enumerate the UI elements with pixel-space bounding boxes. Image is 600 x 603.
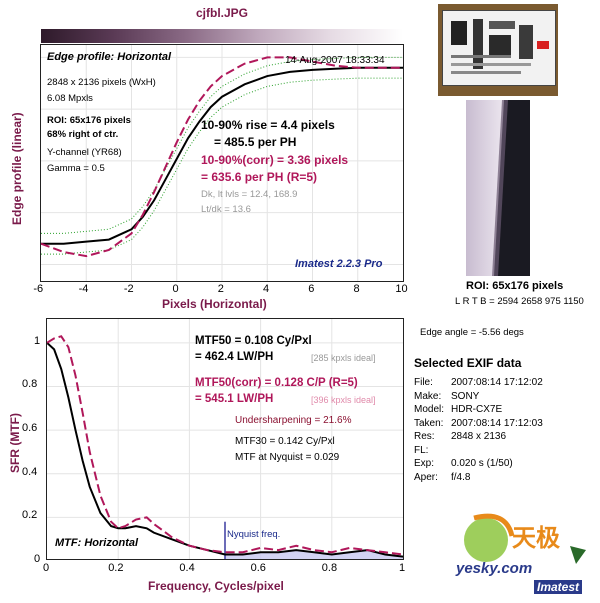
roi-caption: ROI: 65x176 pixels bbox=[466, 280, 564, 292]
exif-key: File: bbox=[414, 377, 433, 388]
logo-url: yesky.com bbox=[456, 560, 533, 577]
ideal-285: [285 kpxls ideal] bbox=[311, 353, 376, 363]
mtf-nyquist: MTF at Nyquist = 0.029 bbox=[235, 452, 340, 463]
mtf30: MTF30 = 0.142 Cy/Pxl bbox=[235, 436, 335, 447]
roi-lrtb: L R T B = 2594 2658 975 1150 bbox=[455, 296, 584, 307]
exif-row: Make: SONY bbox=[414, 391, 479, 402]
edge-gamma: Gamma = 0.5 bbox=[47, 163, 105, 174]
edge-gradient-bar bbox=[41, 29, 403, 43]
mtf-ytick-label: 0.8 bbox=[22, 378, 38, 391]
exif-key: Aper: bbox=[414, 471, 438, 483]
test-chart-card bbox=[442, 10, 556, 86]
exif-key: Res: bbox=[414, 431, 435, 442]
edge-xtick-label: -2 bbox=[123, 283, 134, 295]
exif-row: File: 2007:08:14 17:12:02 bbox=[414, 377, 543, 388]
mtf-heading: MTF: Horizontal bbox=[55, 537, 139, 549]
edge-channel: Y-channel (YR68) bbox=[47, 147, 122, 158]
edge-heading: Edge profile: Horizontal bbox=[47, 51, 172, 63]
edge-xtick-label: 0 bbox=[172, 283, 179, 295]
exif-row: Exp: 0.020 s (1/50) bbox=[414, 458, 513, 469]
edge-info-mpxls: 6.08 Mpxls bbox=[47, 93, 93, 104]
exif-row: Res: 2848 x 2136 bbox=[414, 431, 506, 442]
edge-xtick-label: -4 bbox=[78, 283, 89, 295]
mtf50: MTF50 = 0.108 Cy/Pxl bbox=[195, 335, 312, 347]
exif-row: Aper: f/4.8 bbox=[414, 472, 470, 483]
mtf-xlabel: Frequency, Cycles/pixel bbox=[148, 579, 284, 593]
exif-key: Make: bbox=[414, 390, 442, 402]
exif-value: 2007:08:14 17:12:02 bbox=[451, 377, 543, 388]
exif-title: Selected EXIF data bbox=[414, 356, 522, 370]
edge-corr: 10-90%(corr) = 3.36 pixels bbox=[201, 153, 349, 167]
edge-xtick-label: 4 bbox=[262, 283, 270, 295]
mtf-xtick-label: 1 bbox=[399, 562, 406, 574]
edge-levels: Dk, lt lvls = 12.4, 168.9 bbox=[201, 189, 298, 200]
edge-info-size: 2848 x 2136 pixels (WxH) bbox=[47, 77, 156, 88]
exif-row: Model: HDR-CX7E bbox=[414, 404, 502, 415]
exif-value: 2007:08:14 17:12:03 bbox=[451, 417, 543, 429]
ideal-396: [396 kpxls ideal] bbox=[311, 395, 376, 405]
imatest-version: Imatest 2.2.3 Pro bbox=[295, 258, 383, 270]
mtf-ytick-label: 0.4 bbox=[22, 465, 38, 478]
mtf-ytick-label: 1 bbox=[34, 334, 41, 347]
exif-value: f/4.8 bbox=[451, 471, 471, 483]
edge-timestamp: 14-Aug-2007 18:33:34 bbox=[285, 55, 385, 66]
file-title: cjfbl.JPG bbox=[196, 6, 249, 20]
exif-key: FL: bbox=[414, 444, 429, 456]
mtf-xtick-label: 0.6 bbox=[250, 562, 266, 574]
edge-profile-line bbox=[41, 66, 403, 245]
edge-xtick-label: 2 bbox=[217, 283, 224, 295]
edge-xlabel: Pixels (Horizontal) bbox=[162, 297, 267, 311]
exif-key: Model: bbox=[414, 404, 445, 415]
yesky-watermark: 天极 yesky.com Imatest bbox=[446, 500, 596, 598]
exif-value: 0.020 s (1/50) bbox=[451, 458, 513, 469]
logo-imatest: Imatest bbox=[534, 580, 583, 594]
edge-ltdk: Lt/dk = 13.6 bbox=[201, 204, 251, 215]
mtf50-corr-lw: = 545.1 LW/PH bbox=[195, 393, 274, 405]
edge-chart-svg bbox=[41, 45, 403, 281]
mtf-xtick-label: 0.8 bbox=[321, 562, 338, 574]
edge-plot: Edge profile: Horizontal 14-Aug-2007 18:… bbox=[40, 44, 404, 282]
mtf-ytick-label: 0.2 bbox=[22, 509, 38, 522]
mtf50-corr: MTF50(corr) = 0.128 C/P (R=5) bbox=[195, 377, 358, 389]
exif-value: 2848 x 2136 bbox=[451, 431, 507, 442]
mtf-chart-svg bbox=[47, 319, 403, 559]
exif-key: Taken: bbox=[414, 417, 444, 429]
logo-chinese: 天极 bbox=[512, 525, 560, 552]
mtf-xtick-label: 0.2 bbox=[108, 562, 124, 574]
roi-crop-image bbox=[466, 100, 530, 276]
mtf-xtick-label: 0.4 bbox=[179, 562, 195, 574]
edge-angle: Edge angle = -5.56 degs bbox=[420, 327, 524, 338]
mtf-ylabel: SFR (MTF) bbox=[8, 413, 22, 473]
mtf-ytick-label: 0.6 bbox=[22, 422, 38, 435]
edge-rise-ph: = 485.5 per PH bbox=[214, 135, 297, 149]
exif-row: Taken: 2007:08:14 17:12:03 bbox=[414, 418, 543, 429]
undersharpening: Undersharpening = 21.6% bbox=[235, 415, 352, 426]
mtf-xtick-label: 0 bbox=[43, 562, 50, 574]
exif-value: SONY bbox=[451, 390, 480, 402]
exif-value: HDR-CX7E bbox=[451, 404, 503, 415]
edge-xtick-label: 6 bbox=[308, 283, 315, 295]
mtf50-lw: = 462.4 LW/PH bbox=[195, 351, 274, 363]
mtf-plot: MTF50 = 0.108 Cy/Pxl = 462.4 LW/PH [285 … bbox=[46, 318, 404, 560]
exif-row: FL: bbox=[414, 445, 451, 456]
mtf-line bbox=[47, 342, 403, 558]
edge-profile-corr-line bbox=[41, 56, 403, 258]
edge-roi: ROI: 65x176 pixels bbox=[47, 115, 131, 126]
edge-xtick-label: 10 bbox=[395, 283, 408, 295]
edge-xtick-label: 8 bbox=[353, 283, 360, 295]
edge-xtick-label: -6 bbox=[33, 283, 44, 295]
edge-corr-ph: = 635.6 per PH (R=5) bbox=[201, 170, 318, 184]
edge-rise: 10-90% rise = 4.4 pixels bbox=[201, 118, 335, 132]
exif-key: Exp: bbox=[414, 458, 435, 469]
mtf-ytick-label: 0 bbox=[34, 553, 41, 565]
test-chart-thumbnail bbox=[438, 4, 558, 96]
mtf-corr-line bbox=[47, 335, 403, 556]
edge-roi-pos: 68% right of ctr. bbox=[47, 129, 119, 140]
nyquist-label: Nyquist freq. bbox=[227, 529, 281, 540]
edge-ylabel: Edge profile (linear) bbox=[10, 112, 24, 225]
